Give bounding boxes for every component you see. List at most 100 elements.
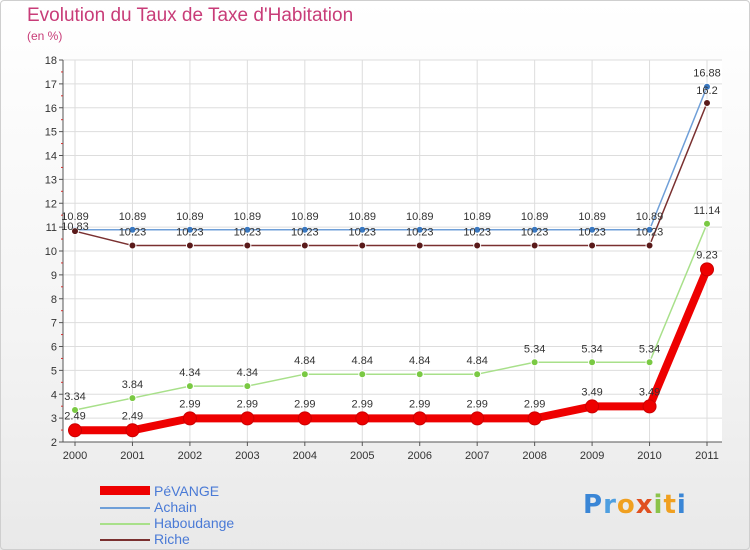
data-point-riche: [530, 241, 539, 250]
data-label-achain: 10.89: [291, 211, 319, 223]
data-point-pvange: [642, 399, 657, 414]
data-point-achain: [588, 225, 597, 234]
line-chart: 2 3 4 5 6 7 8 9 10 11 12 13 14 15 16 17 18 2000 2001 2002 20…: [45, 55, 722, 462]
data-point-haboudange: [473, 370, 482, 379]
logo-letter: P: [583, 490, 604, 520]
data-point-achain: [530, 225, 539, 234]
data-point-pvange: [412, 411, 427, 426]
x-tick-label: 2010: [637, 450, 661, 462]
data-label-achain: 10.89: [578, 211, 606, 223]
data-point-haboudange: [71, 406, 79, 415]
axes: 2 3 4 5 6 7 8 9 10 11 12 13 14 15 16 17 18 2000 2001 2002 20…: [45, 55, 722, 462]
data-point-achain: [300, 225, 309, 234]
x-tick-label: 2011: [695, 450, 719, 462]
x-tick-label: 2001: [120, 450, 144, 462]
x-tick-label: 2009: [580, 450, 604, 462]
y-tick-label: 5: [51, 365, 57, 377]
data-point-riche: [128, 241, 137, 250]
data-point-haboudange: [243, 382, 252, 391]
y-tick-label: 15: [45, 127, 57, 139]
data-label-achain: 10.89: [176, 211, 204, 223]
logo-letter: x: [635, 490, 654, 520]
data-point-pvange: [182, 411, 197, 426]
y-tick-label: 16: [45, 103, 57, 115]
x-tick-label: 2002: [178, 450, 202, 462]
legend-swatch-haboudange: [100, 523, 150, 525]
data-point-riche: [473, 241, 482, 250]
data-label-pvange: 2.49: [122, 410, 143, 422]
data-point-pvange: [470, 411, 485, 426]
data-point-pvange: [297, 411, 312, 426]
data-label-haboudange: 4.84: [466, 355, 487, 367]
data-label-pvange: 2.99: [237, 398, 258, 410]
data-label-pvange: 2.99: [466, 398, 487, 410]
data-label-haboudange: 3.84: [122, 379, 143, 391]
data-label-achain: 10.89: [521, 211, 549, 223]
legend-swatch-achain: [100, 507, 150, 509]
data-label-haboudange: 5.34: [524, 343, 545, 355]
series-line-achain: [74, 85, 708, 231]
logo-letter: t: [663, 490, 677, 520]
x-tick-label: 2005: [350, 450, 374, 462]
data-point-riche: [645, 241, 654, 250]
data-label-haboudange: 4.34: [237, 367, 258, 379]
logo-letter: r: [603, 490, 617, 520]
x-tick-label: 2004: [293, 450, 317, 462]
legend-swatch-riche: [100, 539, 150, 541]
data-point-achain: [645, 225, 654, 234]
data-label-riche: 10.23: [234, 227, 262, 239]
data-point-achain: [185, 225, 194, 234]
data-point-pvange: [240, 411, 255, 426]
y-tick-label: 12: [45, 198, 57, 210]
data-label-riche: 10.23: [349, 227, 377, 239]
data-label-pvange: 2.99: [294, 398, 315, 410]
data-point-haboudange: [300, 370, 309, 379]
data-label-achain: 10.89: [636, 211, 664, 223]
data-label-riche: 10.23: [521, 227, 549, 239]
data-label-pvange: 2.99: [352, 398, 373, 410]
data-label-pvange: 3.49: [581, 386, 602, 398]
y-tick-label: 10: [45, 246, 57, 258]
legend-label-riche: Riche: [154, 531, 190, 547]
x-tick-label: 2007: [465, 450, 489, 462]
data-label-riche: 10.23: [578, 227, 606, 239]
logo-letter: o: [616, 490, 636, 520]
y-tick-label: 6: [51, 342, 57, 354]
data-point-pvange: [355, 411, 370, 426]
data-label-pvange: 3.49: [639, 386, 660, 398]
y-tick-label: 9: [51, 270, 57, 282]
y-tick-label: 7: [51, 318, 57, 330]
data-label-pvange: 2.99: [409, 398, 430, 410]
x-tick-label: 2000: [63, 450, 87, 462]
data-point-achain: [358, 225, 367, 234]
data-label-achain: 10.89: [234, 211, 262, 223]
x-tick-label: 2006: [407, 450, 431, 462]
data-point-haboudange: [128, 394, 137, 403]
data-label-pvange: 2.99: [524, 398, 545, 410]
y-tick-label: 18: [45, 55, 57, 67]
data-point-achain: [473, 225, 482, 234]
data-point-riche: [358, 241, 367, 250]
legend-label-achain: Achain: [154, 499, 197, 515]
data-label-riche: 10.23: [176, 227, 204, 239]
data-point-haboudange: [415, 370, 424, 379]
y-axis-unit: (en %): [27, 29, 63, 43]
data-label-riche: 16.2: [696, 85, 717, 97]
data-point-haboudange: [530, 358, 539, 367]
legend-label-haboudange: Haboudange: [154, 515, 235, 531]
logo-letter: i: [653, 490, 664, 520]
data-label-riche: 10.23: [406, 227, 434, 239]
data-label-pvange: 2.49: [64, 410, 85, 422]
data-label-achain: 10.89: [406, 211, 434, 223]
data-point-haboudange: [645, 358, 654, 367]
data-label-riche: 10.83: [61, 221, 89, 233]
data-point-haboudange: [185, 382, 194, 391]
proxiti-logo: Proxiti: [583, 490, 687, 520]
grid-lines: [63, 59, 722, 442]
data-label-riche: 10.23: [291, 227, 319, 239]
data-label-haboudange: 4.84: [409, 355, 430, 367]
data-point-riche: [703, 98, 711, 107]
data-label-riche: 10.23: [119, 227, 147, 239]
y-tick-label: 11: [46, 222, 57, 234]
data-label-achain: 10.89: [463, 211, 491, 223]
